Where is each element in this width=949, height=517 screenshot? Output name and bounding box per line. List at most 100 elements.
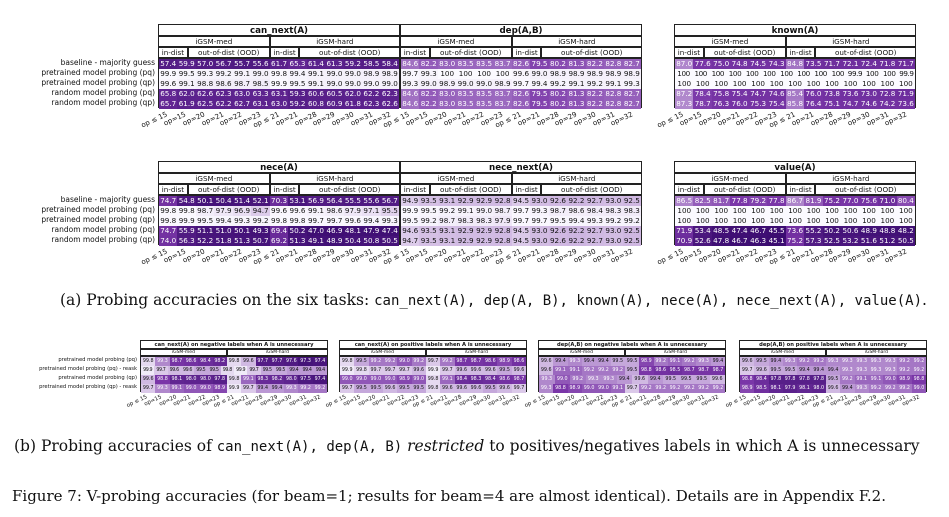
heatmap-cell: 53.4 [693,226,712,236]
heatmap-cell: 99.9 [425,366,441,375]
heatmap-cell: 98.5 [251,79,270,89]
table-row: 99.9 99.7 99.6 99.6 99.5 99.5 99.8 99.9 99.7 99.5… [141,366,327,375]
heatmap-cell: 99.8 [220,366,234,375]
table-row: 99.8 99.8 98.7 97.9 96.9 94.7 99.6 99.6 99.1 98.6… [159,206,400,216]
heatmap-cell: 97.3 [298,357,313,366]
heatmap-cell: 69.4 [269,226,289,236]
table-row: 74.7 54.8 50.1 50.4 51.4 52.1 70.3 53.1 56.9 56.4… [159,196,400,206]
header-igsm-med: iGSM-med [674,36,786,47]
heatmap-cell: 99.8 [269,69,289,79]
heatmap-cell: 99.1 [667,357,683,366]
caption-b-restricted: restricted [402,437,485,455]
heatmap-cell: 75.3 [748,99,768,109]
heatmap-cell: 71.7 [896,59,916,69]
header-ood: out-of-dist (OOD) [187,47,270,58]
heatmap-cell: 99.7 [740,366,755,375]
heatmap-cell: 100 [726,69,744,79]
header-igsm-med: iGSM-med [158,173,270,184]
heatmap-cell: 82.7 [622,89,642,99]
heatmap-cell: 81.7 [711,196,731,206]
heatmap-cell: 99.7 [425,357,441,366]
heatmap-cell: 99.7 [325,216,344,226]
heatmap-cell: 99.0 [474,79,494,89]
heatmap-cell: 99.6 [539,357,554,366]
heatmap-cell: 100 [693,216,712,226]
heatmap-cell: 99.3 [539,384,554,393]
heatmap-cell: 98.6 [483,357,498,366]
heatmap-cell: 75.0 [711,59,731,69]
heatmap-cell: 99.8 [141,357,156,366]
heatmap-cell: 99.5 [548,216,568,226]
heatmap-cell: 99.7 [624,384,640,393]
heatmap-cell: 100 [804,216,823,226]
heatmap-cell: 100 [878,206,897,216]
heatmap-cell: 100 [730,206,749,216]
heatmap-cell: 92.7 [585,196,605,206]
heatmap-cell: 99.8 [425,375,441,384]
table-row: 99.7 99.3 99.1 99.0 99.0 98.9 99.9 99.7 99.4 99.4… [141,384,328,393]
heatmap-cell: 92.7 [585,236,605,246]
heatmap-cell: 99.0 [911,384,927,393]
heatmap-cell: 57.3 [804,236,823,246]
table-row: 99.9 99.8 99.7 99.7 99.7 99.6 99.9 99.7 99.6 99.6… [340,366,527,375]
heatmap-cell: 98.9 [622,69,642,79]
heatmap-cell: 74.7 [748,89,768,99]
table-row: 65.8 62.0 62.6 62.3 63.0 63.3 63.1 59.3 60.6 60.5… [159,89,400,99]
heatmap-cell: 74.7 [841,99,860,109]
heatmap-cell: 71.9 [675,226,694,236]
heatmap-cell: 99.0 [343,69,363,79]
heatmap-cell: 99.6 [454,366,469,375]
heatmap-cell: 82.2 [585,59,605,69]
heatmap-cell: 99.6 [141,375,156,384]
heatmap-cell: 99.0 [198,384,213,393]
table-row: 99.6 99.5 99.4 99.3 99.2 99.2 99.3 99.3 99.3 99.3… [740,357,927,366]
heatmap-cell: 98.7 [437,216,457,226]
heatmap-cell: 93.0 [604,196,623,206]
heatmap-cell: 98.6 [325,206,344,216]
heatmap-cell: 99.8 [177,206,196,216]
heatmap-cell: 83.5 [456,99,475,109]
heatmap-cell: 97.7 [255,357,270,366]
heatmap-cell: 99.4 [530,79,549,89]
heatmap-cell: 51.2 [878,236,897,246]
heatmap-cell: 99.2 [298,384,313,393]
heatmap-cell: 62.7 [232,99,252,109]
heatmap-cell: 99.2 [610,366,625,375]
heatmap-cell: 63.3 [251,89,270,99]
table-row: 98.8 98.4 97.8 97.8 97.8 97.8 99.5 99.2 99.1 99.1… [740,375,927,384]
heatmap-cell: 99.2 [440,357,455,366]
heatmap-cell: 47.9 [362,226,381,236]
heatmap-cell: 98.4 [483,375,498,384]
heatmap-cell: 65.8 [159,89,178,99]
heatmap-cell: 55.7 [232,59,252,69]
heatmap-cell: 57.0 [195,59,215,69]
heatmap-cell: 92.2 [567,236,586,246]
heatmap-cell: 100 [767,79,786,89]
heatmap-cell: 79.5 [530,99,549,109]
heatmap-cell: 98.7 [468,357,484,366]
heatmap-cell: 99.3 [284,384,299,393]
heatmap-cell: 99.3 [585,375,601,384]
heatmap-cell: 74.0 [159,236,178,246]
header-igsm-med: iGSM-med [538,349,625,356]
heatmap-cell: 99.3 [622,79,642,89]
header-igsm-hard: iGSM-hard [269,173,400,184]
heatmap-cell: 96.9 [232,206,252,216]
heatmap-cell: 54.8 [177,196,196,206]
table-row: 99.6 99.1 98.8 98.6 98.7 98.5 99.9 99.5 99.1 99.0… [159,79,400,89]
table-row: 87.0 77.6 75.0 74.8 74.5 74.3 84.8 73.5 71.7 72.1… [675,59,916,69]
heatmap-cell: 99.2 [710,384,726,393]
table-row: 65.7 61.9 62.5 62.2 62.7 63.1 63.0 59.2 60.8 60.9… [159,99,400,109]
heatmap-cell: 78.7 [693,99,712,109]
heatmap-cell: 48.2 [896,226,916,236]
heatmap-cell: 99.2 [585,79,605,89]
heatmap-cell: 98.2 [269,375,285,384]
heatmap-cell: 99.1 [306,79,326,89]
heatmap-cell: 99.5 [483,384,498,393]
heatmap-cell: 92.2 [567,196,586,206]
table-row: 99.5 99.2 98.7 98.3 98.3 97.9 99.7 99.7 99.5 99.4… [401,216,642,226]
heatmap-cell: 61.9 [177,99,196,109]
heatmap-cell: 99.5 [397,384,412,393]
heatmap-grid: 99.8 99.5 99.2 99.2 99.0 99.2 99.7 99.2 98.7 98.7… [339,356,527,393]
heatmap-cell: 75.1 [822,99,842,109]
